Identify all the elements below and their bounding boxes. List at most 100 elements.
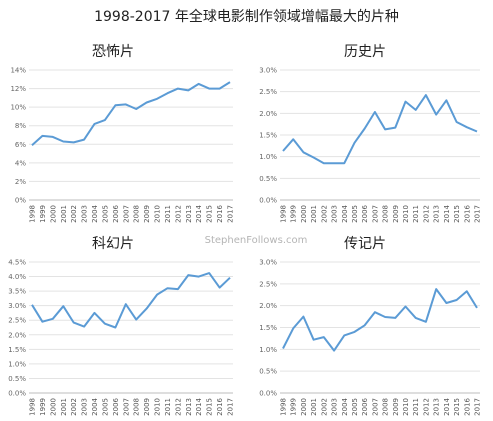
x-tick-label: 2000 <box>49 398 57 416</box>
x-tick-label: 1998 <box>280 398 288 416</box>
x-tick-label: 2008 <box>133 205 141 223</box>
x-tick-label: 2002 <box>70 205 78 223</box>
y-tick-label: 0.0% <box>259 197 277 205</box>
y-tick-label: 6% <box>15 141 26 149</box>
y-tick-label: 4.5% <box>8 259 26 267</box>
x-tick-label: 2010 <box>154 398 162 416</box>
y-tick-label: 2.0% <box>8 331 26 339</box>
y-tick-label: 14% <box>10 67 26 75</box>
x-tick-label: 2003 <box>81 398 89 416</box>
x-tick-label: 2004 <box>91 204 99 222</box>
y-tick-label: 1.5% <box>8 346 26 354</box>
x-tick-label: 2008 <box>382 205 390 223</box>
x-tick-label: 2014 <box>195 204 203 222</box>
y-tick-label: 1.0% <box>259 346 277 354</box>
x-tick-label: 2000 <box>300 398 308 416</box>
y-tick-label: 2% <box>15 178 26 186</box>
y-tick-label: 2.0% <box>259 110 277 118</box>
x-tick-label: 2009 <box>143 205 151 223</box>
x-tick-label: 1998 <box>29 398 37 416</box>
x-tick-label: 2002 <box>70 398 78 416</box>
x-tick-label: 2016 <box>463 204 471 222</box>
x-tick-label: 2014 <box>443 204 451 222</box>
x-tick-label: 2012 <box>422 398 430 416</box>
x-tick-label: 2015 <box>206 398 214 416</box>
x-tick-label: 2015 <box>206 205 214 223</box>
x-tick-label: 1999 <box>290 205 298 223</box>
x-tick-label: 1999 <box>39 398 47 416</box>
page-title: 1998-2017 年全球电影制作领域增幅最大的片种 <box>94 9 399 25</box>
y-tick-label: 1.0% <box>259 153 277 161</box>
x-tick-label: 2012 <box>174 205 182 223</box>
x-tick-label: 2011 <box>412 205 420 223</box>
x-tick-label: 2011 <box>164 205 172 223</box>
x-tick-label: 2013 <box>185 398 193 416</box>
y-tick-label: 3.5% <box>8 288 26 296</box>
x-tick-label: 2015 <box>453 205 461 223</box>
y-tick-label: 8% <box>15 122 26 130</box>
x-tick-label: 2017 <box>227 398 235 416</box>
series-line <box>31 272 231 329</box>
x-tick-label: 2017 <box>474 398 482 416</box>
x-tick-label: 2016 <box>216 397 224 415</box>
x-tick-label: 2001 <box>60 205 68 223</box>
panel-title: 历史片 <box>344 44 386 60</box>
x-tick-label: 2009 <box>143 398 151 416</box>
x-tick-label: 2013 <box>433 398 441 416</box>
x-tick-label: 2002 <box>320 398 328 416</box>
x-tick-label: 1998 <box>29 205 37 223</box>
x-tick-label: 2013 <box>185 205 193 223</box>
y-tick-label: 0.5% <box>259 175 277 183</box>
y-tick-label: 2.5% <box>259 88 277 96</box>
x-tick-label: 2003 <box>81 205 89 223</box>
x-tick-label: 2017 <box>227 205 235 223</box>
x-tick-label: 2016 <box>216 204 224 222</box>
x-tick-label: 2009 <box>392 398 400 416</box>
y-tick-label: 1.5% <box>259 324 277 332</box>
y-tick-label: 2.5% <box>8 317 26 325</box>
y-tick-label: 4% <box>15 159 26 167</box>
y-tick-label: 3.0% <box>259 67 277 75</box>
x-tick-label: 2009 <box>392 205 400 223</box>
x-tick-label: 2006 <box>112 204 120 222</box>
x-tick-label: 2015 <box>453 398 461 416</box>
y-tick-label: 0.5% <box>8 375 26 383</box>
y-tick-label: 3.0% <box>8 302 26 310</box>
watermark: StephenFollows.com <box>205 235 308 246</box>
x-tick-label: 1999 <box>290 398 298 416</box>
x-tick-label: 2001 <box>310 205 318 223</box>
x-tick-label: 2006 <box>112 397 120 415</box>
x-tick-label: 2003 <box>331 398 339 416</box>
x-tick-label: 2005 <box>351 398 359 416</box>
y-tick-label: 12% <box>10 85 26 93</box>
y-tick-label: 10% <box>10 104 26 112</box>
x-tick-label: 1998 <box>280 205 288 223</box>
x-tick-label: 2014 <box>195 397 203 415</box>
x-tick-label: 2008 <box>382 398 390 416</box>
x-tick-label: 2010 <box>402 398 410 416</box>
series-line <box>282 94 478 165</box>
x-tick-label: 2005 <box>101 398 109 416</box>
x-tick-label: 2001 <box>60 398 68 416</box>
x-tick-label: 2012 <box>174 398 182 416</box>
panel-title: 恐怖片 <box>92 43 134 60</box>
y-tick-label: 1.0% <box>8 360 26 368</box>
x-tick-label: 1999 <box>39 205 47 223</box>
x-tick-label: 2011 <box>412 398 420 416</box>
y-tick-label: 0.0% <box>8 390 26 398</box>
x-tick-label: 2008 <box>133 398 141 416</box>
series-line <box>31 81 231 146</box>
y-tick-label: 1.5% <box>259 132 277 140</box>
x-tick-label: 2007 <box>371 205 379 223</box>
y-tick-label: 2.0% <box>259 302 277 310</box>
x-tick-label: 2012 <box>422 205 430 223</box>
x-tick-label: 2003 <box>331 205 339 223</box>
x-tick-label: 2002 <box>320 205 328 223</box>
y-tick-label: 0% <box>15 197 26 205</box>
x-tick-label: 2013 <box>433 205 441 223</box>
y-tick-label: 3.0% <box>259 259 277 267</box>
x-tick-label: 2004 <box>91 397 99 415</box>
x-tick-label: 2017 <box>474 205 482 223</box>
x-tick-label: 2000 <box>49 205 57 223</box>
